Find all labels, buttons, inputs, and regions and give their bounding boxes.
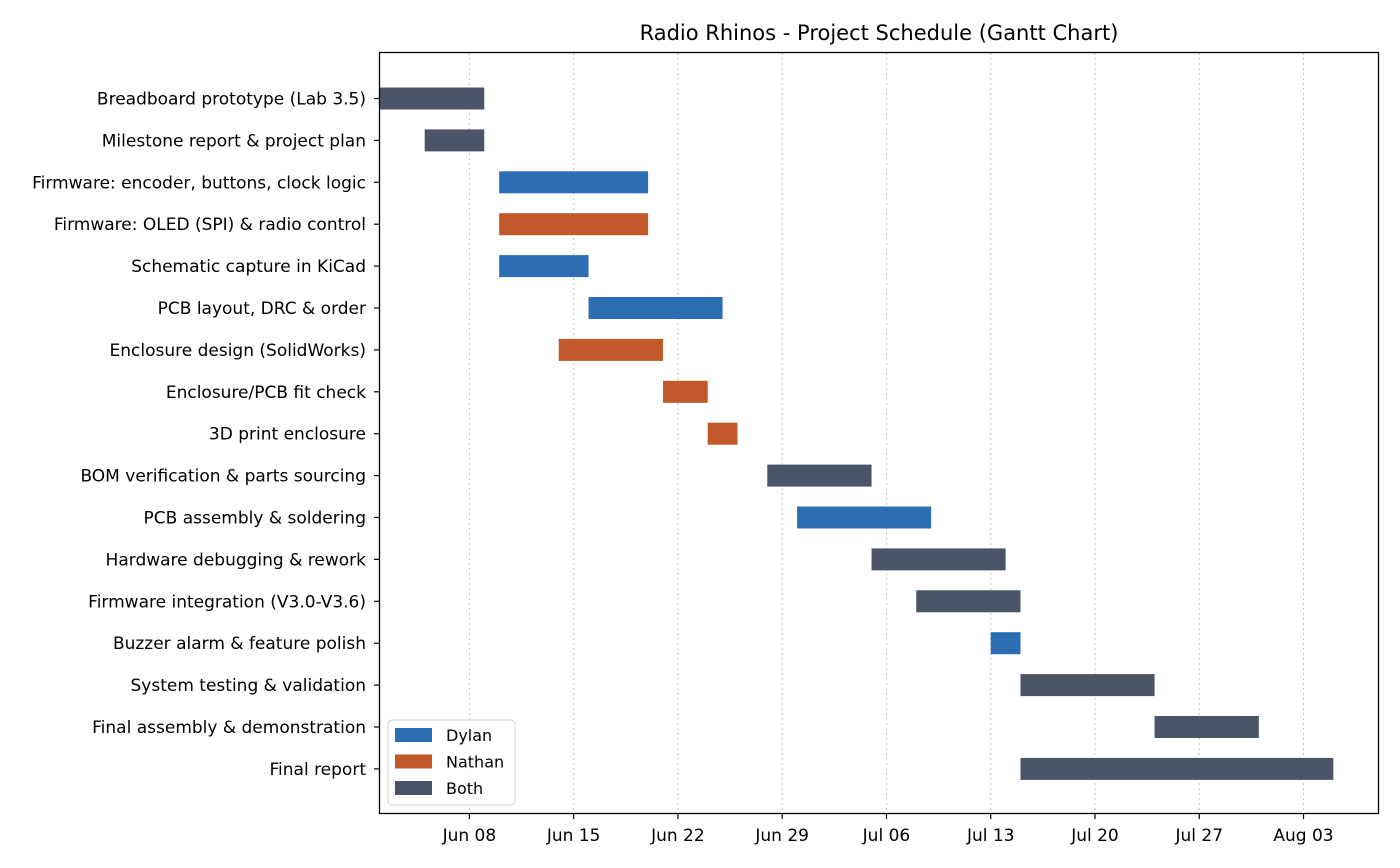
task-bar <box>499 171 649 194</box>
task-bar <box>1154 716 1259 738</box>
task-bar <box>424 129 485 152</box>
task-bar <box>871 548 1006 571</box>
task-label: Enclosure design (SolidWorks) <box>110 341 367 361</box>
task-bar <box>767 464 872 487</box>
task-bar <box>1020 757 1334 780</box>
axis-layer: Jun 08 Jun 15 Jun 22 Jun 29 Jul 06 Jul 13 Jul … <box>32 90 1333 847</box>
task-label: BOM verification & parts sourcing <box>80 467 366 487</box>
task-label: Breadboard prototype (Lab 3.5) <box>97 90 366 110</box>
task-label: Buzzer alarm & feature polish <box>113 634 366 654</box>
x-tick-label: Jun 15 <box>546 826 601 846</box>
task-label: PCB assembly & soldering <box>144 509 367 529</box>
legend: Dylan Nathan Both <box>387 719 516 806</box>
legend-label: Nathan <box>446 753 504 772</box>
task-label: Firmware: OLED (SPI) & radio control <box>54 215 366 235</box>
legend-swatch <box>395 781 432 795</box>
task-label: Firmware: encoder, buttons, clock logic <box>32 173 366 193</box>
task-bar <box>990 632 1021 655</box>
task-bar <box>499 213 649 236</box>
x-tick-label: Jul 27 <box>1174 826 1223 846</box>
task-bar <box>707 422 738 445</box>
task-label: PCB layout, DRC & order <box>158 299 366 319</box>
task-label: Hardware debugging & rework <box>106 550 367 570</box>
task-label: Milestone report & project plan <box>102 131 366 151</box>
legend-label: Dylan <box>446 726 492 745</box>
grid-layer <box>468 53 1305 813</box>
x-tick-label: Jul 06 <box>862 826 911 846</box>
task-bar <box>499 255 589 278</box>
task-label: 3D print enclosure <box>209 425 366 445</box>
task-bar <box>663 380 708 403</box>
plot-frame <box>378 51 1380 815</box>
task-bar <box>558 338 664 361</box>
task-bar <box>1020 674 1155 697</box>
task-label: Final report <box>269 760 366 780</box>
x-tick-label: Jun 22 <box>650 826 705 846</box>
task-bar <box>916 590 1021 613</box>
task-label: Schematic capture in KiCad <box>131 257 366 277</box>
task-bar <box>380 87 485 110</box>
task-label: Final assembly & demonstration <box>92 718 366 738</box>
chart-title: Radio Rhinos - Project Schedule (Gantt C… <box>640 21 1119 45</box>
task-label: Enclosure/PCB fit check <box>166 383 366 403</box>
x-tick-label: Jul 20 <box>1070 826 1119 846</box>
task-label: Firmware integration (V3.0-V3.6) <box>88 592 366 612</box>
bar-layer <box>380 87 1334 780</box>
legend-swatch <box>395 754 432 769</box>
x-tick-label: Aug 03 <box>1273 826 1333 846</box>
task-label: System testing & validation <box>131 676 367 696</box>
x-tick-label: Jun 29 <box>754 826 809 846</box>
task-bar <box>588 297 723 319</box>
task-bar <box>797 506 932 529</box>
x-tick-label: Jun 08 <box>442 826 497 846</box>
legend-swatch <box>395 728 432 742</box>
legend-label: Both <box>446 779 483 798</box>
x-tick-label: Jul 13 <box>966 826 1015 846</box>
